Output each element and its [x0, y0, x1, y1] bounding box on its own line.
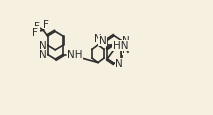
Text: F: F [43, 20, 49, 30]
Text: F: F [34, 22, 40, 32]
Text: N: N [122, 36, 130, 46]
Text: F: F [32, 28, 38, 38]
Text: N: N [39, 41, 47, 51]
Text: NH: NH [68, 50, 83, 60]
Text: N: N [99, 36, 106, 46]
Text: N: N [94, 34, 102, 44]
Text: N: N [115, 59, 123, 69]
Text: N: N [39, 50, 47, 60]
Text: N: N [122, 45, 130, 55]
Text: HN: HN [113, 41, 128, 51]
